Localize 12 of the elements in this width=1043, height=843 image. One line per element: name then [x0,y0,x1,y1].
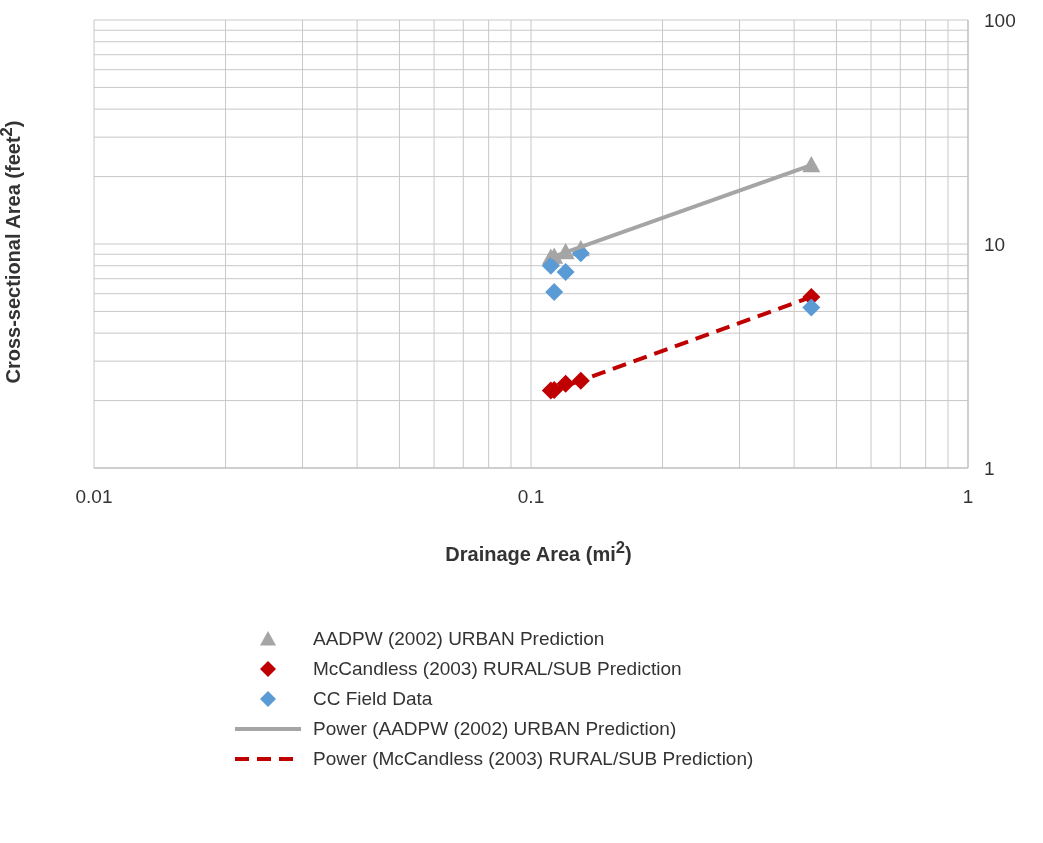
legend-label: Power (AADPW (2002) URBAN Prediction) [313,718,677,740]
x-tick-label: 0.1 [517,486,545,508]
y-tick-label: 1 [984,457,995,479]
x-axis-title: Drainage Area (mi$^{2}$) [444,538,633,566]
x-tick-label: 0.01 [75,486,113,508]
y-tick-label: 100 [984,9,1016,31]
legend-label: McCandless (2003) RURAL/SUB Prediction [313,658,682,680]
y-tick-label: 10 [984,233,1006,255]
legend-label: CC Field Data [313,688,433,710]
x-tick-label: 1 [962,486,974,508]
legend-label: Power (McCandless (2003) RURAL/SUB Prediction) [313,748,754,770]
legend-label: AADPW (2002) URBAN Prediction [313,628,605,650]
